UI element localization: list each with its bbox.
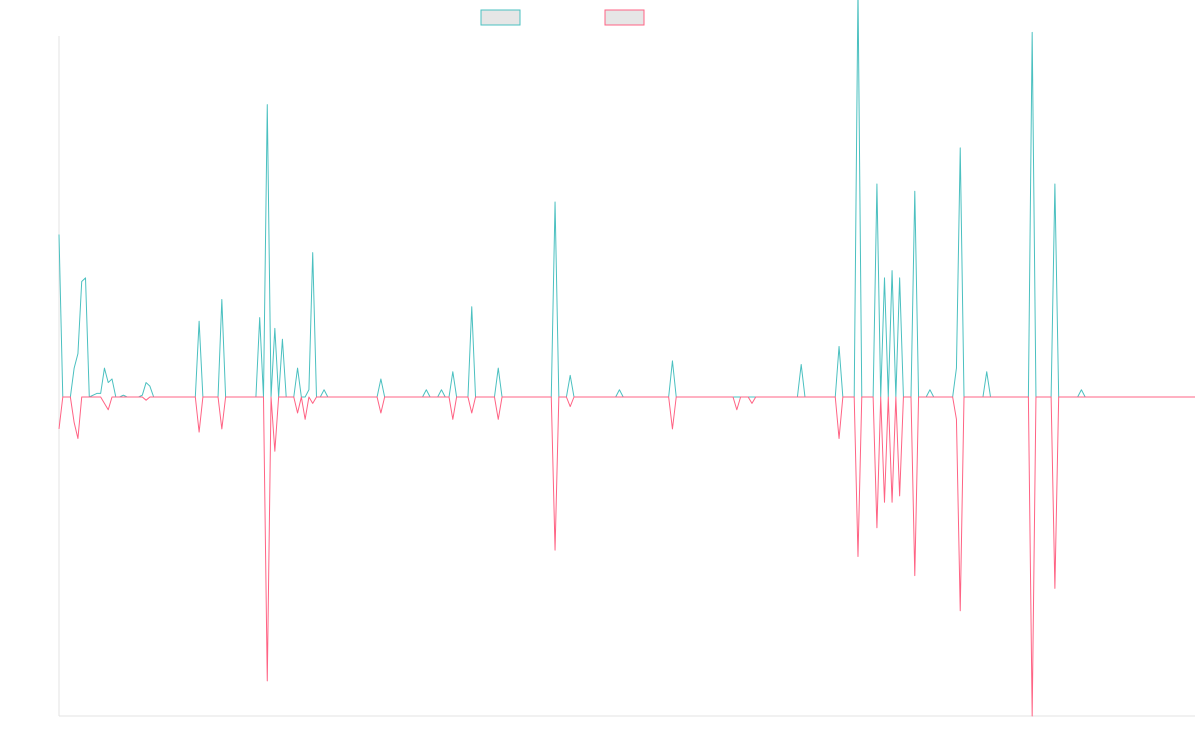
legend-swatch-1[interactable] [480,9,521,26]
series-line-2 [58,396,1195,717]
axes [58,36,1195,717]
legend-item-2[interactable] [604,9,645,26]
legend-item-1[interactable] [480,9,521,26]
legend[interactable] [480,9,645,26]
series-line-1 [58,0,1195,398]
series-layer [58,0,1195,717]
legend-swatch-2[interactable] [604,9,645,26]
